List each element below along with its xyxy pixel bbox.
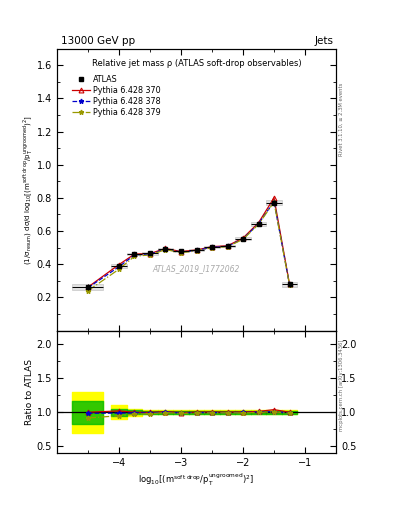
Bar bbox=[142, 252, 158, 254]
Text: ATLAS_2019_I1772062: ATLAS_2019_I1772062 bbox=[153, 264, 240, 273]
Bar bbox=[251, 222, 266, 226]
Bar bbox=[235, 237, 251, 240]
Text: Rivet 3.1.10, ≥ 2.3M events: Rivet 3.1.10, ≥ 2.3M events bbox=[339, 82, 344, 156]
Bar bbox=[204, 246, 220, 248]
Text: mcplots.cern.ch [arXiv:1306.3436]: mcplots.cern.ch [arXiv:1306.3436] bbox=[339, 340, 344, 432]
Bar bbox=[220, 245, 235, 247]
Bar bbox=[158, 248, 173, 250]
Bar bbox=[282, 282, 297, 287]
Bar bbox=[72, 284, 103, 290]
Text: Relative jet mass ρ (ATLAS soft-drop observables): Relative jet mass ρ (ATLAS soft-drop obs… bbox=[92, 58, 301, 68]
Y-axis label: Ratio to ATLAS: Ratio to ATLAS bbox=[25, 359, 34, 425]
Y-axis label: (1/σ$_{\rm resum}$) dσ/d log$_{10}$[(m$^{\rm soft\ drop}$/p$_{\rm T}^{\rm ungroo: (1/σ$_{\rm resum}$) dσ/d log$_{10}$[(m$^… bbox=[22, 115, 35, 265]
Text: 13000 GeV pp: 13000 GeV pp bbox=[61, 36, 135, 46]
Text: Jets: Jets bbox=[315, 36, 334, 46]
Legend: ATLAS, Pythia 6.428 370, Pythia 6.428 378, Pythia 6.428 379: ATLAS, Pythia 6.428 370, Pythia 6.428 37… bbox=[70, 72, 163, 119]
Bar bbox=[266, 200, 282, 205]
Bar bbox=[127, 253, 142, 255]
X-axis label: log$_{10}$[(m$^{\rm soft\ drop}$/p$_{\rm T}^{\rm ungroomed}$)$^{2}$]: log$_{10}$[(m$^{\rm soft\ drop}$/p$_{\rm… bbox=[138, 472, 255, 488]
Bar bbox=[173, 250, 189, 252]
Bar bbox=[111, 264, 127, 268]
Bar bbox=[189, 249, 204, 251]
